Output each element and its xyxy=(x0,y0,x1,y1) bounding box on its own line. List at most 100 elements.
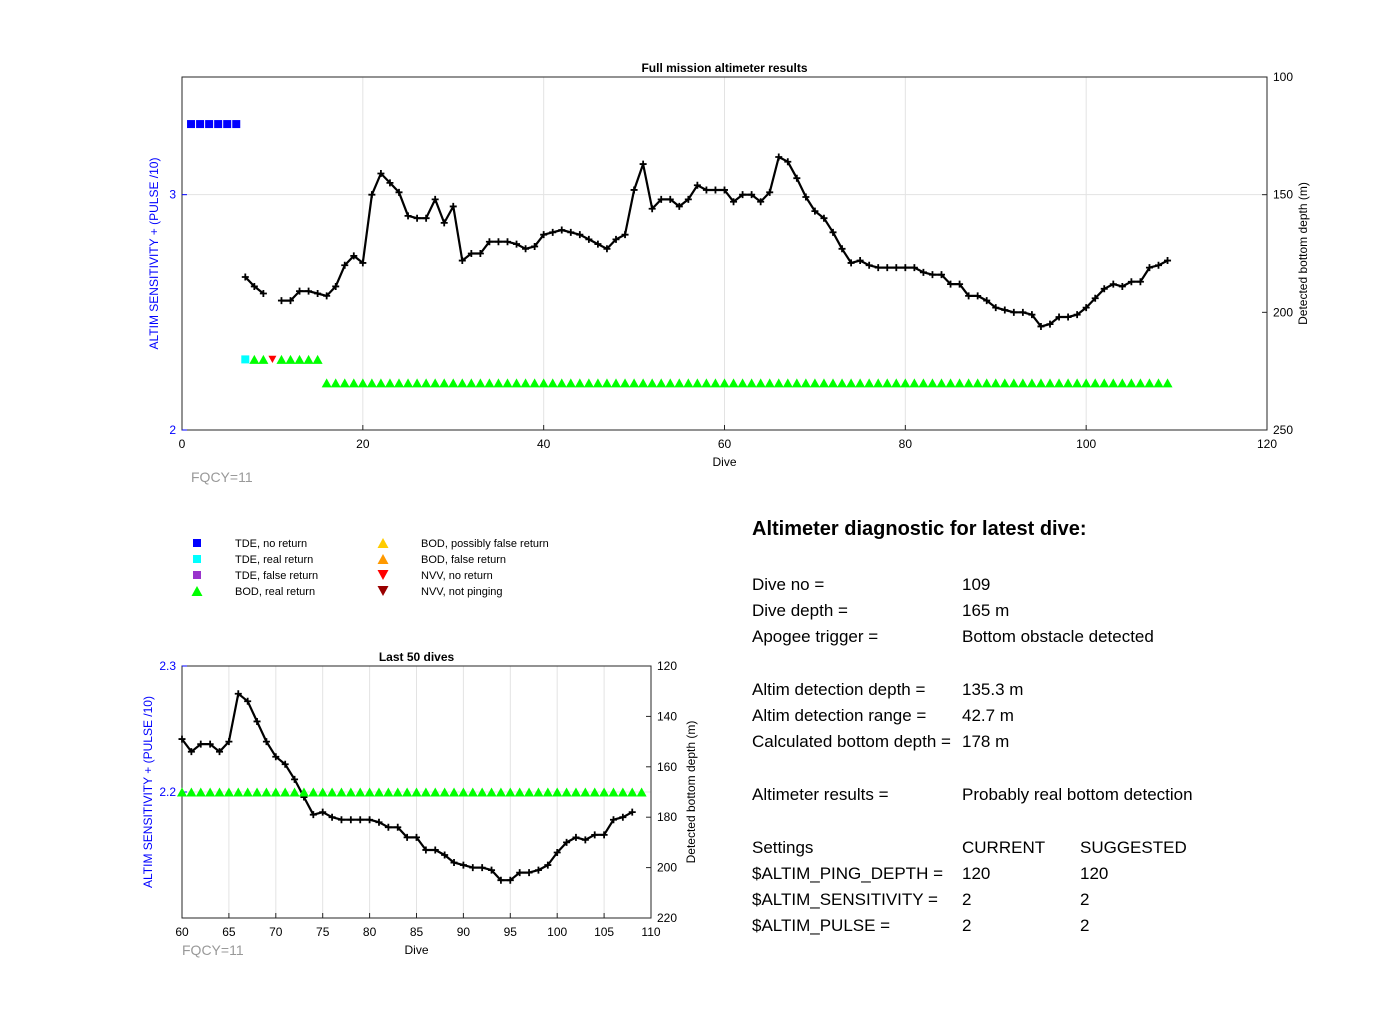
marker-bod-real xyxy=(449,787,460,797)
marker-bod-real xyxy=(186,787,197,797)
marker-bod-real xyxy=(728,378,739,388)
marker-triangle-down xyxy=(268,355,277,363)
bottom-depth-point xyxy=(469,864,477,872)
bottom-depth-point xyxy=(332,282,340,290)
bottom-depth-point xyxy=(234,690,242,698)
bottom-depth-point xyxy=(250,282,258,290)
full-mission-chart: 0 20 40 60 80 100 120 2 3 100 150 200 250 Full missio… xyxy=(147,61,1310,485)
legend-marker xyxy=(377,570,389,580)
bottom-depth-point xyxy=(314,290,322,298)
bottom-depth-point xyxy=(581,836,589,844)
marker-bod-real xyxy=(345,787,356,797)
right-y-tick-label: 100 xyxy=(1273,70,1293,84)
marker-bod-real xyxy=(927,378,938,388)
marker-bod-real xyxy=(233,787,244,797)
bottom-depth-point xyxy=(272,753,280,761)
bottom-depth-point xyxy=(675,202,683,210)
marker-bod-real xyxy=(737,378,748,388)
marker-bod-real xyxy=(782,378,793,388)
bottom-depth-point xyxy=(1091,294,1099,302)
marker-bod-real xyxy=(538,378,549,388)
marker-bod-real xyxy=(205,787,216,797)
marker-bod-real xyxy=(195,787,206,797)
marker-bod-real xyxy=(258,354,269,364)
settings-cell: 2 xyxy=(1080,916,1090,935)
x-tick-label: 65 xyxy=(222,925,236,939)
marker-bod-real xyxy=(665,378,676,388)
bottom-depth-point xyxy=(350,252,358,260)
diagnostic-label: Altim detection range = xyxy=(752,706,927,725)
bottom-depth-point xyxy=(394,823,402,831)
bottom-depth-point xyxy=(359,259,367,267)
bottom-depth-point xyxy=(983,297,991,305)
bottom-depth-point xyxy=(974,292,982,300)
marker-bod-real xyxy=(791,378,802,388)
marker-bod-real xyxy=(818,378,829,388)
marker-bod-real xyxy=(317,787,328,797)
chart-title: Full mission altimeter results xyxy=(641,61,807,75)
marker-bod-real xyxy=(457,378,468,388)
bottom-depth-point xyxy=(534,866,542,874)
x-tick-label: 20 xyxy=(356,437,370,451)
bottom-depth-point xyxy=(910,264,918,272)
marker-bod-real xyxy=(373,787,384,797)
diagnostic-value: Bottom obstacle detected xyxy=(962,627,1154,646)
marker-bod-real xyxy=(384,378,395,388)
bottom-depth-point xyxy=(187,748,195,756)
bottom-depth-point xyxy=(838,245,846,253)
bottom-depth-point xyxy=(459,861,467,869)
bottom-depth-point xyxy=(811,207,819,215)
legend-marker xyxy=(193,571,201,579)
marker-bod-real xyxy=(312,354,323,364)
x-axis-label: Dive xyxy=(712,455,736,469)
x-tick-label: 80 xyxy=(899,437,913,451)
bottom-depth-point xyxy=(259,290,267,298)
marker-legend: TDE, no return TDE, real return TDE, false… xyxy=(191,538,549,598)
marker-bod-real xyxy=(411,787,422,797)
bottom-depth-point xyxy=(341,261,349,269)
settings-cell: $ALTIM_PING_DEPTH = xyxy=(752,864,943,883)
bottom-depth-point xyxy=(892,264,900,272)
x-tick-label: 100 xyxy=(1076,437,1096,451)
marker-square xyxy=(205,120,214,129)
marker-bod-real xyxy=(636,787,647,797)
bottom-depth-point xyxy=(262,738,270,746)
bottom-depth-point xyxy=(1164,257,1172,265)
marker-bod-real xyxy=(348,378,359,388)
bottom-depth-point xyxy=(721,186,728,194)
bottom-depth-point xyxy=(441,851,449,859)
marker-bod-real xyxy=(972,378,983,388)
bottom-depth-point xyxy=(883,264,891,272)
marker-bod-real xyxy=(394,378,404,388)
marker-bod-real xyxy=(448,378,459,388)
right-y-tick-label: 200 xyxy=(657,861,677,875)
marker-bod-real xyxy=(629,378,640,388)
bottom-depth-point xyxy=(711,186,719,194)
marker-bod-real xyxy=(1162,378,1173,388)
bottom-depth-point xyxy=(600,831,608,839)
marker-bod-real xyxy=(674,378,685,388)
marker-bod-real xyxy=(864,378,875,388)
right-y-tick-label: 160 xyxy=(657,760,677,774)
marker-bod-real xyxy=(421,378,432,388)
marker-bod-real xyxy=(430,787,441,797)
right-y-tick-label: 200 xyxy=(1273,305,1293,319)
marker-bod-real xyxy=(611,378,621,388)
bottom-depth-point xyxy=(516,869,524,877)
marker-bod-real xyxy=(1045,378,1055,388)
marker-bod-real xyxy=(375,378,386,388)
legend-label: BOD, possibly false return xyxy=(421,538,549,550)
bottom-depth-point xyxy=(591,831,599,839)
bottom-depth-point xyxy=(956,280,964,288)
bottom-depth-point xyxy=(829,228,837,236)
marker-bod-real xyxy=(502,378,513,388)
bottom-depth-point xyxy=(612,235,620,243)
marker-bod-real xyxy=(547,378,558,388)
marker-bod-real xyxy=(1008,378,1019,388)
marker-bod-real xyxy=(1135,378,1146,388)
bottom-depth-point xyxy=(609,816,617,824)
marker-bod-real xyxy=(945,378,956,388)
bottom-depth-point xyxy=(253,717,261,725)
marker-bod-real xyxy=(285,354,296,364)
marker-bod-real xyxy=(1072,378,1083,388)
